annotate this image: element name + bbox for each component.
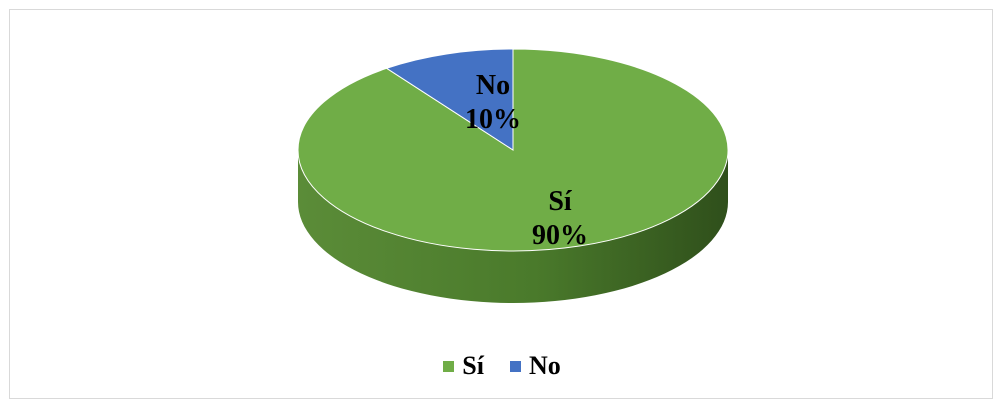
legend-entry-no: No (509, 351, 561, 381)
pie-top-faces (297, 48, 729, 252)
data-label-value-si: 90% (532, 220, 588, 251)
legend-label-si: Sí (462, 351, 484, 380)
pie-side-walls (298, 150, 728, 303)
data-label-name-no: No (476, 70, 510, 101)
chart-area: Sí 90% No 10% Sí No (9, 9, 993, 399)
legend-swatch-no (509, 360, 521, 372)
legend-entry-si: Sí (443, 351, 484, 381)
pie-slice-no (385, 48, 514, 151)
legend-label-no: No (528, 351, 561, 380)
legend-swatch-si (443, 360, 455, 372)
data-label-name-si: Sí (548, 186, 573, 217)
legend: Sí No (10, 348, 994, 384)
data-label-value-no: 10% (465, 104, 521, 135)
pie-side-si (298, 150, 728, 303)
